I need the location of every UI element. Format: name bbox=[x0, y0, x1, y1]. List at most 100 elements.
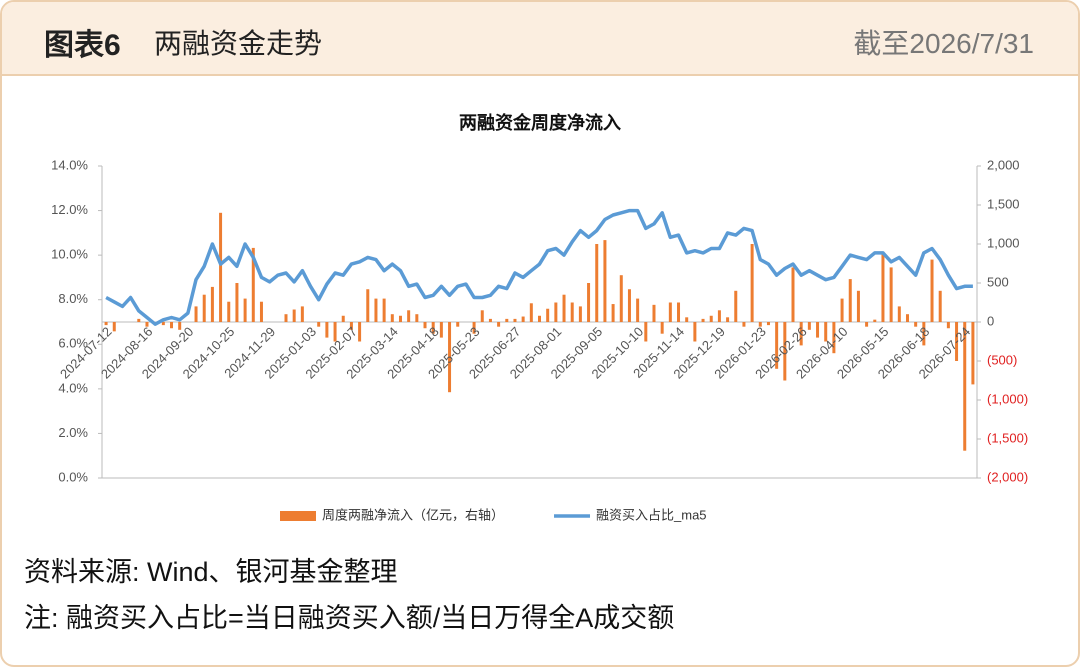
bar bbox=[366, 289, 370, 322]
header-date: 截至2026/7/31 bbox=[853, 28, 1034, 59]
bar bbox=[807, 322, 811, 330]
bar bbox=[382, 298, 386, 322]
y-tick-label: 8.0% bbox=[58, 291, 88, 306]
bar bbox=[873, 319, 877, 322]
header-subtitle: 两融资金走势 bbox=[154, 28, 323, 59]
bar bbox=[235, 283, 239, 322]
bar bbox=[799, 322, 803, 346]
bar bbox=[726, 317, 730, 322]
bar bbox=[930, 259, 934, 322]
bar bbox=[161, 322, 165, 326]
bar bbox=[349, 322, 353, 330]
y-tick-label: 6.0% bbox=[58, 336, 88, 351]
line bbox=[105, 208, 973, 326]
bar bbox=[758, 322, 762, 327]
bar bbox=[423, 322, 427, 329]
bar bbox=[554, 302, 558, 322]
bar bbox=[750, 244, 754, 322]
bar bbox=[170, 322, 174, 329]
y-tick-label: 0.0% bbox=[58, 469, 88, 484]
bar bbox=[709, 315, 713, 322]
bar bbox=[538, 315, 541, 322]
formula-note: 注: 融资买入占比=当日融资买入额/当日万得全A成交额 bbox=[24, 603, 675, 633]
bar bbox=[259, 301, 263, 322]
y-tick-label: 14.0% bbox=[51, 157, 88, 172]
y2-tick-label: 1,000 bbox=[987, 235, 1020, 250]
bar bbox=[693, 322, 697, 342]
bar bbox=[627, 289, 631, 322]
bar bbox=[104, 322, 108, 326]
bar bbox=[497, 322, 501, 327]
bar bbox=[202, 294, 206, 322]
bar bbox=[971, 322, 975, 385]
y-tick-label: 10.0% bbox=[51, 247, 88, 262]
legend-label: 融资买入占比_ma5 bbox=[596, 507, 707, 522]
bar bbox=[227, 301, 231, 322]
bar bbox=[603, 240, 607, 322]
bar bbox=[881, 251, 885, 322]
bar bbox=[300, 306, 304, 322]
bar bbox=[358, 322, 362, 342]
bar bbox=[145, 322, 149, 327]
bar bbox=[701, 318, 705, 322]
bar bbox=[341, 315, 345, 322]
bar bbox=[210, 286, 214, 322]
bar bbox=[578, 306, 582, 322]
bar bbox=[775, 322, 779, 369]
header: 图表6 两融资金走势 截至2026/7/31 bbox=[2, 2, 1078, 76]
y2-tick-label: 500 bbox=[987, 274, 1009, 289]
bar bbox=[546, 308, 550, 322]
bar bbox=[660, 322, 664, 334]
bar bbox=[914, 322, 918, 327]
y-tick-label: 4.0% bbox=[58, 380, 88, 395]
bar bbox=[562, 294, 566, 322]
y2-tick-label: 1,500 bbox=[987, 196, 1020, 211]
bar bbox=[333, 322, 337, 342]
bar bbox=[480, 310, 484, 322]
bar bbox=[407, 310, 411, 322]
bar bbox=[734, 290, 738, 322]
y2-tick-label: (2,000) bbox=[987, 469, 1028, 484]
bar bbox=[137, 318, 141, 322]
bar bbox=[292, 309, 296, 322]
bar bbox=[488, 318, 492, 322]
bar bbox=[398, 315, 402, 322]
bar bbox=[668, 302, 672, 322]
bar bbox=[317, 322, 321, 327]
y-tick-label: 2.0% bbox=[58, 425, 88, 440]
bar bbox=[946, 322, 950, 329]
bar bbox=[513, 318, 517, 322]
y2-tick-label: 0 bbox=[987, 313, 994, 328]
bar bbox=[897, 306, 901, 322]
bar bbox=[824, 322, 828, 342]
bar bbox=[390, 314, 394, 322]
bar bbox=[644, 322, 648, 342]
bar bbox=[955, 322, 959, 361]
chart-title: 两融资金周度净流入 bbox=[459, 112, 621, 133]
bar bbox=[816, 322, 820, 338]
bar bbox=[178, 322, 182, 330]
bar bbox=[856, 290, 860, 322]
bar bbox=[889, 267, 893, 322]
y2-tick-label: 2,000 bbox=[987, 157, 1020, 172]
bar bbox=[791, 267, 795, 322]
bar bbox=[415, 314, 419, 322]
bar bbox=[112, 322, 116, 332]
bar bbox=[505, 318, 509, 322]
legend-swatch bbox=[280, 511, 316, 521]
bar bbox=[905, 314, 909, 322]
bar bbox=[251, 247, 255, 322]
bar bbox=[194, 306, 198, 322]
bar bbox=[922, 322, 926, 346]
bar bbox=[848, 279, 852, 322]
bar bbox=[431, 322, 435, 334]
bar bbox=[284, 314, 288, 322]
bar bbox=[652, 304, 656, 322]
bar bbox=[448, 322, 452, 393]
bar bbox=[685, 317, 689, 322]
bar bbox=[636, 298, 640, 322]
header-title: 图表6 bbox=[44, 29, 121, 62]
bar bbox=[595, 244, 599, 322]
bar bbox=[325, 322, 329, 338]
